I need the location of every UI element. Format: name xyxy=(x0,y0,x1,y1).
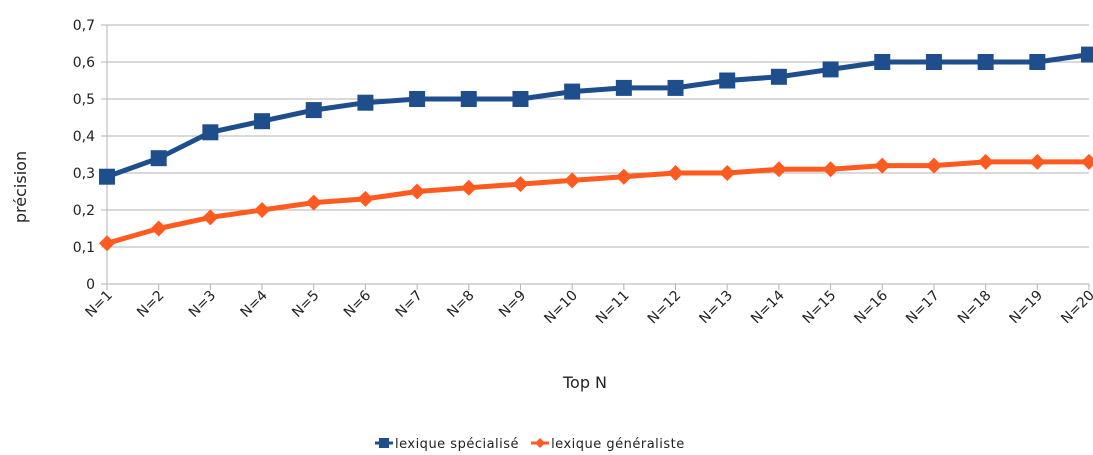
data-point xyxy=(874,54,891,70)
x-tick-label: N=5 xyxy=(289,288,322,321)
x-axis-title: Top N xyxy=(562,373,607,392)
y-tick-label: 0,5 xyxy=(73,92,95,108)
data-point xyxy=(1029,54,1046,70)
legend-item-1: lexique spécialisé xyxy=(375,437,519,452)
legend-label: lexique généraliste xyxy=(551,437,685,452)
x-tick-label: N=12 xyxy=(645,288,685,328)
x-tick-label: N=7 xyxy=(393,288,426,321)
data-point xyxy=(667,79,684,96)
x-axis-ticks: N=1 N=2 N=3 N=4 N=5 N=6 N=7 N=8 N=9 N=10 N=11 N=12 N… xyxy=(83,284,1093,327)
series-group xyxy=(99,46,1093,252)
x-tick-label: N=3 xyxy=(186,288,219,321)
data-point xyxy=(202,124,219,141)
data-point xyxy=(615,168,632,185)
data-point xyxy=(357,190,374,207)
x-tick-label: N=6 xyxy=(341,287,374,320)
data-point xyxy=(357,94,374,111)
y-tick-label: 0,1 xyxy=(73,240,95,256)
data-point xyxy=(1081,153,1093,170)
x-tick-label: N=15 xyxy=(800,288,840,328)
data-point xyxy=(874,157,891,174)
x-tick-label: N=10 xyxy=(541,288,581,328)
data-point xyxy=(150,220,167,237)
x-tick-label: N=9 xyxy=(496,288,529,321)
data-point xyxy=(1081,46,1093,63)
y-tick-label: 0,2 xyxy=(73,203,95,219)
data-point xyxy=(99,235,115,252)
series-line xyxy=(106,52,1090,180)
x-tick-label: N=8 xyxy=(444,288,477,321)
data-point xyxy=(305,194,322,211)
y-tick-label: 0,4 xyxy=(73,129,95,145)
x-tick-label: N=4 xyxy=(238,287,271,320)
data-point xyxy=(99,168,115,185)
data-point xyxy=(822,61,839,78)
data-point xyxy=(202,209,219,226)
data-point xyxy=(564,172,581,189)
data-point xyxy=(150,150,167,167)
data-point xyxy=(409,91,426,107)
data-point xyxy=(977,153,994,170)
data-point xyxy=(460,91,477,107)
data-point xyxy=(719,72,736,89)
data-point xyxy=(770,68,787,85)
x-tick-label: N=17 xyxy=(903,288,943,328)
x-tick-label: N=20 xyxy=(1058,288,1093,328)
data-point xyxy=(925,157,942,174)
y-tick-label: 0,6 xyxy=(73,55,95,71)
x-tick-label: N=16 xyxy=(851,287,891,327)
legend-swatch-marker xyxy=(379,438,389,448)
x-tick-label: N=2 xyxy=(134,288,167,321)
data-point xyxy=(460,179,477,196)
data-point xyxy=(305,102,322,119)
legend-item-2: lexique généraliste xyxy=(531,437,685,452)
legend-label: lexique spécialisé xyxy=(395,437,519,452)
y-tick-label: 0 xyxy=(86,277,95,293)
x-tick-label: N=13 xyxy=(696,288,736,328)
data-point xyxy=(719,165,736,181)
data-point xyxy=(254,202,271,218)
data-point xyxy=(770,161,787,178)
data-point xyxy=(667,165,684,181)
data-point xyxy=(822,161,839,178)
data-point xyxy=(977,54,994,70)
x-tick-label: N=19 xyxy=(1007,288,1047,328)
data-point xyxy=(409,183,426,200)
data-point xyxy=(1029,153,1046,170)
data-point xyxy=(564,83,581,100)
y-tick-label: 0,7 xyxy=(73,18,95,34)
x-tick-label: N=18 xyxy=(955,288,995,328)
y-axis-title: précision xyxy=(11,151,30,223)
data-point xyxy=(254,113,271,130)
y-tick-label: 0,3 xyxy=(73,166,95,182)
x-tick-label: N=14 xyxy=(748,287,788,327)
legend: lexique spécialisé lexique généraliste xyxy=(375,437,685,452)
data-point xyxy=(615,79,632,96)
series-line xyxy=(106,159,1089,246)
series-2 xyxy=(99,153,1093,252)
series-1 xyxy=(99,46,1093,185)
legend-swatch-marker xyxy=(535,438,546,448)
data-point xyxy=(512,91,529,107)
data-point xyxy=(925,54,942,70)
y-axis-ticks: 0 0,1 0,2 0,3 0,4 0,5 0,6 0,7 xyxy=(73,18,95,293)
x-tick-label: N=11 xyxy=(593,288,633,328)
data-point xyxy=(512,176,529,193)
